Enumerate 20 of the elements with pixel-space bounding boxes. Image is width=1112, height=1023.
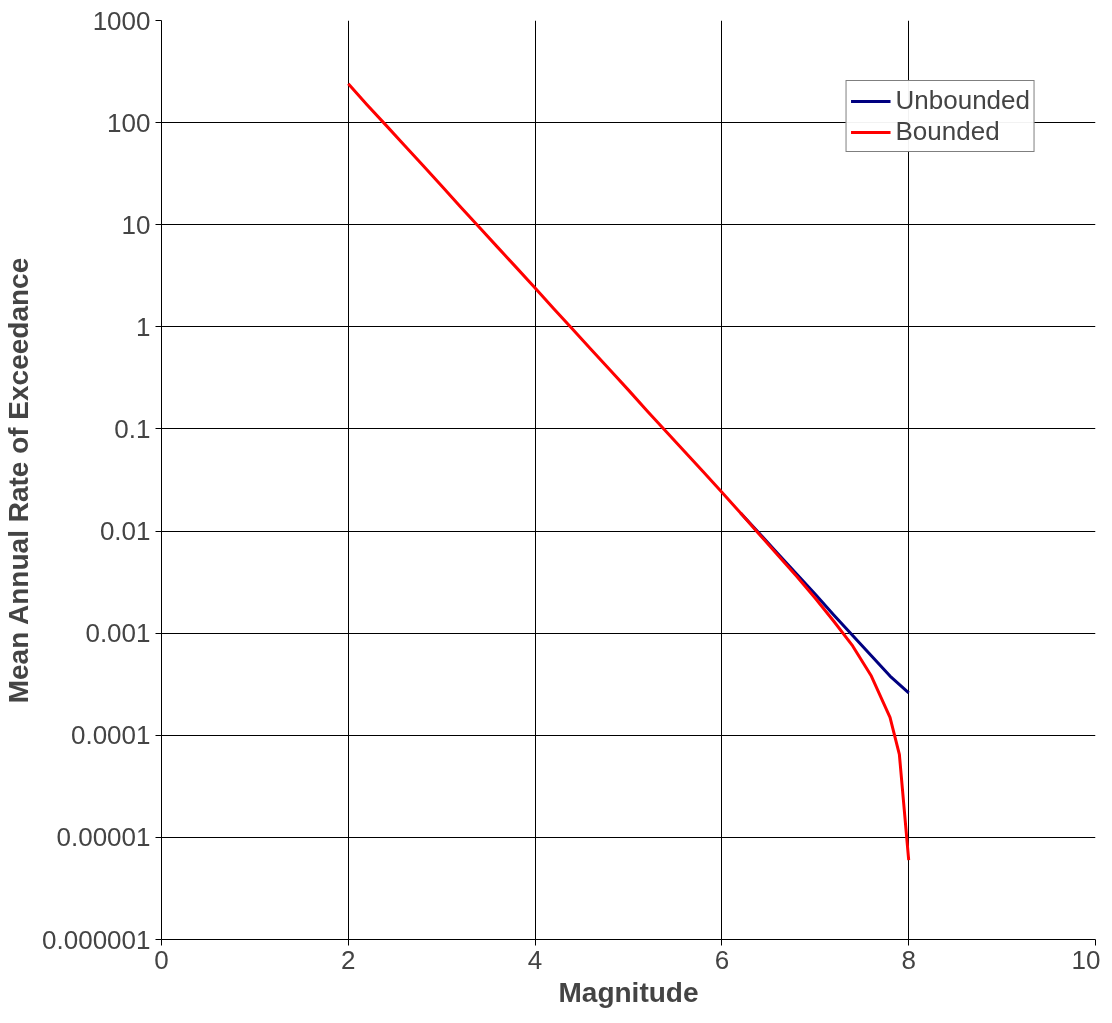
x-tick-label: 8 bbox=[901, 944, 916, 975]
legend-label: Unbounded bbox=[895, 85, 1030, 116]
x-tick-label: 2 bbox=[341, 944, 356, 975]
y-tick-label: 0.00001 bbox=[56, 822, 151, 853]
x-axis-title: Magnitude bbox=[558, 976, 699, 1008]
x-tick-label: 10 bbox=[1071, 944, 1101, 975]
y-axis-title: Mean Annual Rate of Exceedance bbox=[3, 257, 35, 704]
legend-label: Bounded bbox=[895, 116, 1000, 147]
y-tick-label: 0.01 bbox=[99, 516, 151, 547]
x-tick-label: 4 bbox=[527, 944, 543, 975]
y-tick-label: 100 bbox=[107, 107, 151, 138]
x-tick-label: 0 bbox=[154, 944, 169, 975]
y-tick-label: 0.000001 bbox=[42, 924, 151, 955]
y-tick-label: 1 bbox=[136, 311, 151, 342]
x-tick-label: 6 bbox=[714, 944, 730, 975]
y-tick-label: 0.0001 bbox=[70, 720, 151, 751]
y-tick-label: 0.001 bbox=[85, 618, 151, 649]
y-tick-label: 0.1 bbox=[114, 413, 151, 444]
y-tick-label: 1000 bbox=[92, 5, 151, 36]
y-tick-label: 10 bbox=[121, 209, 151, 240]
